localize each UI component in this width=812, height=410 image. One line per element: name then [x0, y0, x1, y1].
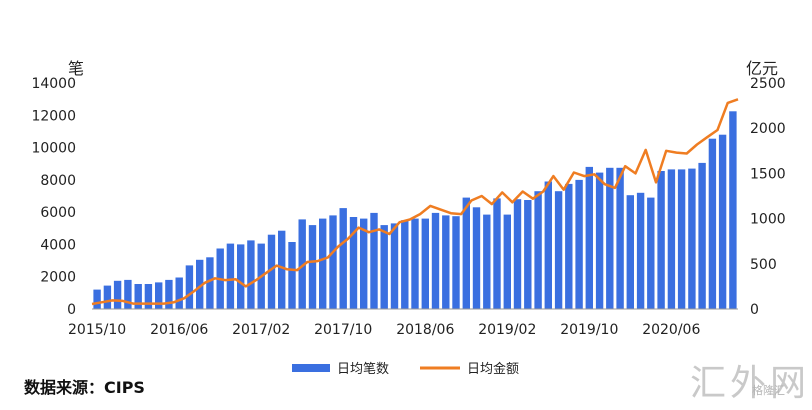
y-right-tick-label: 0: [750, 302, 759, 318]
bar: [237, 244, 245, 309]
y-left-tick-label: 8000: [40, 173, 76, 189]
bar: [339, 208, 347, 309]
bar: [144, 284, 153, 309]
bar: [616, 167, 624, 310]
right-axis-ticks: 0 500 1000 1500 2000 2500: [750, 76, 786, 318]
y-left-tick-label: 2000: [40, 270, 76, 286]
bar: [319, 218, 327, 309]
x-tick-label: 2019/02: [478, 322, 536, 338]
bar: [647, 197, 655, 309]
legend-bar-swatch: [292, 364, 330, 372]
bar: [677, 169, 686, 309]
bar: [636, 192, 645, 309]
y-left-tick-label: 6000: [40, 205, 76, 221]
bar: [298, 219, 306, 309]
y-left-tick-label: 4000: [40, 237, 76, 253]
bar: [196, 259, 204, 309]
y-right-tick-label: 1000: [750, 212, 786, 228]
y-left-tick-label: 12000: [31, 108, 76, 124]
y-left-tick-label: 14000: [31, 76, 76, 92]
bar: [524, 200, 532, 309]
bar: [595, 172, 604, 309]
bar: [329, 215, 337, 309]
y-left-unit-label: 笔: [68, 59, 84, 78]
bar: [288, 242, 296, 309]
bar: [380, 225, 388, 309]
bar: [349, 217, 358, 309]
bar: [93, 289, 101, 309]
bar: [103, 285, 112, 309]
bar: [155, 282, 163, 309]
bar: [401, 220, 409, 309]
y-right-tick-label: 500: [750, 257, 777, 273]
left-axis-ticks: 0 2000 4000 6000 8000 10000 12000 14000: [31, 76, 76, 318]
bar: [483, 214, 491, 309]
watermark-subtext: 格隆汇: [752, 384, 785, 397]
bar: [729, 111, 737, 310]
x-tick-label: 2018/06: [396, 322, 454, 338]
bar: [267, 234, 276, 309]
bar: [503, 214, 511, 309]
bar: [165, 279, 173, 309]
bar: [708, 138, 717, 309]
bar: [247, 240, 255, 309]
bar: [390, 223, 399, 309]
y-right-unit-label: 亿元: [746, 59, 778, 78]
bar: [626, 195, 634, 309]
x-tick-label: 2016/06: [150, 322, 208, 338]
bar: [493, 198, 501, 309]
bar: [308, 225, 317, 309]
bar: [462, 197, 470, 309]
bar: [667, 169, 676, 309]
x-tick-label: 2015/10: [68, 322, 126, 338]
legend-bar-label: 日均笔数: [337, 361, 389, 377]
bar: [431, 212, 440, 309]
bar: [113, 280, 122, 310]
legend-line-label: 日均金额: [467, 361, 519, 377]
source-note: 数据来源：CIPS: [24, 378, 145, 397]
bar: [370, 212, 378, 309]
bar: [718, 134, 727, 309]
bar: [657, 171, 665, 309]
x-axis-ticks: 2015/10 2016/06 2017/02 2017/10 2018/06 2019/…: [68, 322, 700, 338]
bar: [534, 191, 542, 309]
y-right-tick-label: 2500: [750, 76, 786, 92]
bar: [606, 167, 614, 310]
bar: [278, 230, 286, 309]
y-left-tick-label: 0: [67, 302, 76, 318]
bar: [698, 162, 706, 309]
bar: [585, 166, 593, 309]
bar: [472, 207, 481, 309]
x-tick-label: 2017/10: [314, 322, 372, 338]
bar: [565, 183, 573, 309]
bar: [554, 191, 563, 309]
legend: 日均笔数 日均金额: [292, 361, 519, 377]
x-tick-label: 2019/10: [560, 322, 618, 338]
bar: [688, 168, 696, 309]
bar: [411, 218, 419, 309]
y-left-tick-label: 10000: [31, 141, 76, 157]
watermark-logo: 汇外网: [690, 363, 811, 404]
bar: [185, 265, 194, 309]
bar: [124, 279, 132, 309]
bar: [513, 199, 522, 309]
bar: [134, 284, 142, 309]
y-right-tick-label: 1500: [750, 166, 786, 182]
bar: [575, 179, 583, 309]
bar: [360, 218, 368, 309]
bar: [175, 277, 183, 309]
bar: [442, 215, 450, 309]
bar-series-daily-count: [93, 111, 737, 310]
bar: [206, 257, 214, 309]
bar: [421, 218, 429, 309]
bar: [544, 181, 552, 309]
x-tick-label: 2017/02: [232, 322, 290, 338]
bar: [452, 216, 460, 309]
x-tick-label: 2020/06: [642, 322, 700, 338]
line-series-daily-amount: [91, 98, 739, 306]
y-right-tick-label: 2000: [750, 121, 786, 137]
bar: [226, 243, 235, 309]
